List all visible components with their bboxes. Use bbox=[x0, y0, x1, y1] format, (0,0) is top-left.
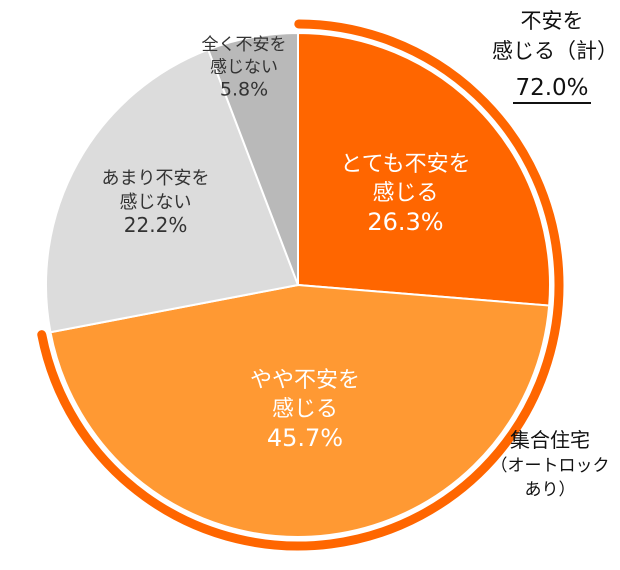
anxiety-total-bracket bbox=[37, 19, 564, 551]
slice-1-label-line: とても不安を bbox=[340, 152, 470, 177]
anxiety-total-value: 72.0% bbox=[513, 74, 591, 104]
pie-slice-2 bbox=[49, 283, 551, 538]
housing-group-line1: 集合住宅 bbox=[510, 428, 590, 452]
anxiety-total-note: 不安を 感じる（計） 72.0% bbox=[492, 6, 618, 104]
slice-1-label-line: 感じる bbox=[372, 181, 438, 206]
slice-2-label-line: 感じる bbox=[272, 397, 338, 422]
slice-3-value-label: 22.2% bbox=[124, 213, 188, 237]
anxiety-total-line2: 感じる（計） bbox=[492, 39, 618, 63]
slice-4-label-line: 全く不安を bbox=[202, 35, 287, 55]
pie-slice-1 bbox=[297, 31, 551, 307]
slice-4-label-line: 感じない bbox=[210, 58, 278, 78]
pie-slice-4 bbox=[206, 31, 299, 286]
housing-group-line2: （オートロック bbox=[490, 456, 610, 476]
slice-2-value-label: 45.7% bbox=[267, 424, 343, 452]
slice-4-value-label: 5.8% bbox=[220, 78, 268, 100]
slice-2-label-line: やや不安を bbox=[250, 368, 360, 393]
slice-3-label-line: 感じない bbox=[120, 192, 192, 213]
slice-3-label-line: あまり不安を bbox=[102, 168, 210, 189]
slice-labels: とても不安を感じる26.3%やや不安を感じる45.7%あまり不安を感じない22.… bbox=[102, 35, 471, 452]
housing-group-line3: あり） bbox=[524, 480, 576, 500]
pie-slices bbox=[45, 31, 551, 538]
anxiety-total-line1: 不安を bbox=[520, 9, 584, 33]
slice-1-value-label: 26.3% bbox=[367, 208, 443, 236]
housing-group-note: 集合住宅 （オートロック あり） bbox=[486, 426, 614, 502]
